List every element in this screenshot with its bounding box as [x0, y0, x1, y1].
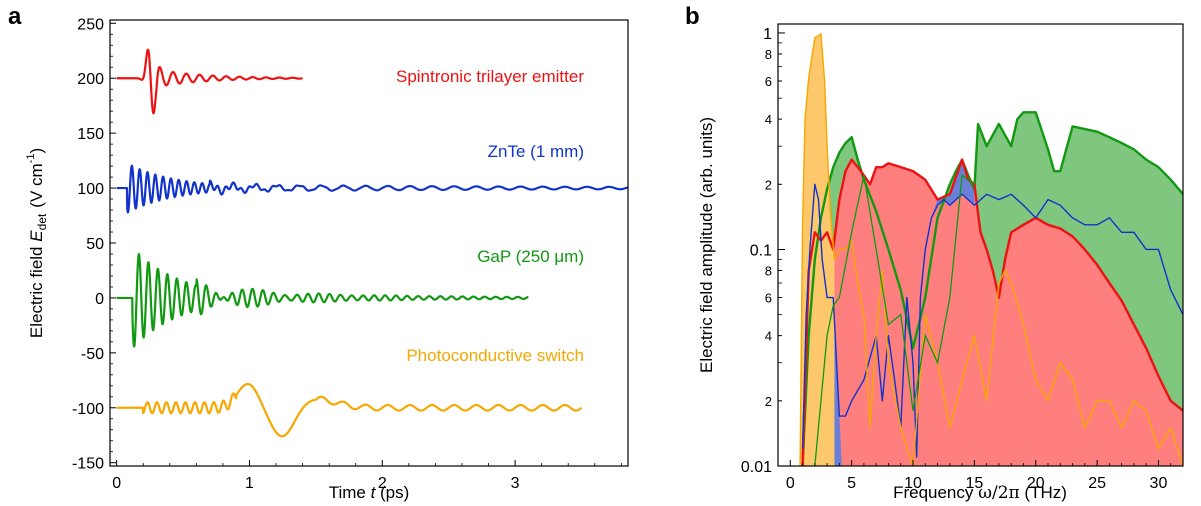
x-tick-label: 3: [511, 475, 520, 492]
x-tick-label: 30: [1150, 475, 1168, 492]
series-label-photoconductive: Photoconductive switch: [406, 346, 584, 365]
y-tick-label: 0: [95, 291, 104, 308]
series-label-spintronic: Spintronic trilayer emitter: [396, 67, 584, 86]
y-tick-label: -150: [72, 456, 104, 473]
panel-b-x-axis-label: Frequency ω/2π (THz): [893, 483, 1067, 503]
x-tick-label: 0: [112, 475, 121, 492]
x-tick-label: 2: [378, 475, 387, 492]
y-tick-label: 8: [765, 47, 772, 62]
y-tick-label: 50: [86, 236, 104, 253]
x-tick-label: 5: [847, 475, 856, 492]
y-tick-label: 6: [765, 291, 772, 306]
series-trace-spintronic: [115, 48, 304, 115]
y-tick-label: 6: [765, 74, 772, 89]
y-tick-label: 100: [77, 181, 104, 198]
panel-a-y-axis-label: Electric field Edet(V cm-1): [25, 148, 49, 338]
panel-a-frame: [109, 19, 629, 467]
panel-a-plot: [115, 48, 629, 438]
y-tick-label: 200: [77, 71, 104, 88]
series-trace-gap: [115, 252, 530, 348]
series-trace-znte: [115, 164, 629, 214]
y-tick-label: 8: [765, 263, 772, 278]
panel-b-frame: [777, 23, 1184, 467]
y-tick-label: 0.1: [750, 242, 772, 259]
y-tick-label: -50: [81, 346, 104, 363]
panel-a-ticks: 250 200 150 100 50 0 -50 -100 -150 0 1 2 3: [72, 16, 622, 492]
panel-b-label: b: [685, 3, 700, 30]
panel-b-plot: [799, 33, 1184, 467]
spectrum-line-blue: [801, 183, 1184, 458]
panel-b-ticks: 1 8 6 4 2 0.1 8 6 4 2 0.01 0 5 10 15 20 25 30: [741, 26, 1172, 492]
y-tick-label: 150: [77, 126, 104, 143]
y-tick-label: 2: [765, 394, 772, 409]
x-tick-label: 0: [786, 475, 795, 492]
series-label-znte: ZnTe (1 mm): [488, 142, 584, 161]
y-tick-label: 2: [765, 177, 772, 192]
spectrum-line-orange: [799, 33, 1184, 467]
panel-b-y-axis-label: Electric field amplitude (arb. units): [697, 117, 716, 373]
y-tick-label: 0.01: [741, 459, 772, 476]
y-tick-label: -100: [72, 401, 104, 418]
series-trace-photo: [115, 382, 583, 438]
panel-a-label: a: [8, 3, 22, 30]
x-tick-label: 1: [245, 475, 254, 492]
x-tick-label: 15: [965, 475, 983, 492]
x-tick-label: 10: [904, 475, 922, 492]
x-tick-label: 25: [1088, 475, 1106, 492]
y-tick-label: 4: [765, 329, 772, 344]
area-fill-red: [802, 159, 1183, 466]
x-tick-label: 20: [1027, 475, 1045, 492]
y-tick-label: 1: [763, 26, 772, 43]
spectrum-line-gap-low: [814, 174, 975, 467]
series-label-gap: GaP (250 μm): [477, 247, 584, 266]
y-tick-label: 4: [765, 112, 772, 127]
panel-a-x-axis-label: Time t (ps): [329, 483, 410, 502]
y-tick-label: 250: [77, 16, 104, 33]
